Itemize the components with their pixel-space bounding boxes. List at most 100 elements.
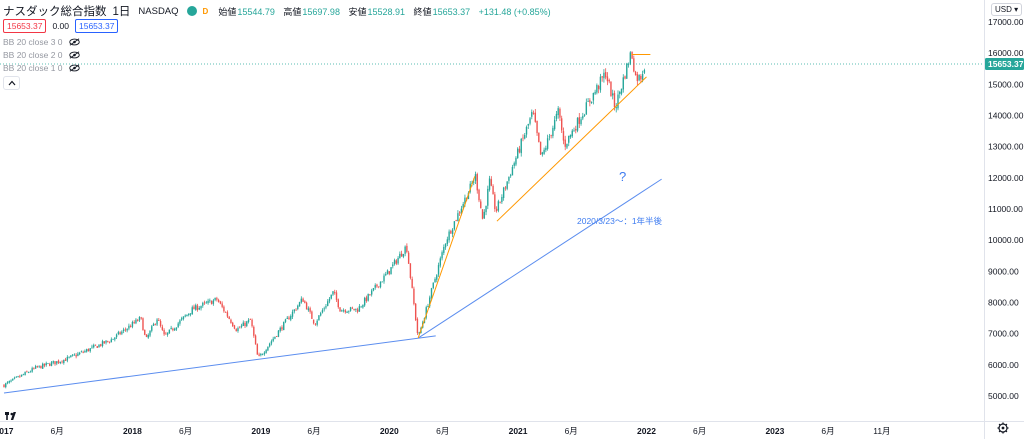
sell-price-button[interactable]: 15653.37 [3, 19, 47, 33]
candle-body [198, 308, 200, 310]
candle-body [274, 336, 276, 339]
x-tick-label: 2017 [0, 426, 14, 436]
candle-body [385, 274, 387, 276]
candle-body [242, 322, 244, 326]
candle-body [582, 116, 584, 119]
candle-body [263, 352, 266, 355]
y-tick-label: 8000.00 [988, 298, 1019, 308]
candle-body [145, 334, 148, 337]
candle-body [200, 306, 202, 309]
y-tick-label: 15000.00 [988, 79, 1024, 89]
candle-body [334, 292, 336, 294]
candle-body [439, 258, 442, 266]
tradingview-logo[interactable] [5, 412, 16, 420]
symbol-interval[interactable]: 1日 [112, 6, 131, 18]
candle-body [91, 346, 93, 348]
indicator-row-1[interactable]: BB 20 close 3 0 [3, 37, 80, 47]
candle-body [604, 72, 607, 78]
candle-body [573, 130, 575, 132]
currency-selector[interactable]: USD ▾ [991, 3, 1023, 16]
candle-body [212, 300, 215, 304]
candle-body [135, 319, 137, 324]
candle-body [631, 51, 633, 59]
candle-body [207, 300, 209, 304]
candle-body [596, 85, 598, 93]
candle-body [425, 307, 427, 318]
candle-body [379, 281, 382, 288]
candle-body [283, 321, 285, 331]
candle-body [444, 243, 447, 248]
date-annotation[interactable]: 2020/3/23〜：1年半後 [577, 216, 663, 226]
candle-body [295, 309, 297, 311]
candle-body [571, 130, 573, 137]
eye-hidden-icon[interactable] [68, 51, 80, 59]
candle-body [128, 325, 130, 329]
eye-hidden-icon[interactable] [68, 64, 80, 72]
candle-body [365, 297, 368, 301]
candle-body [27, 372, 30, 374]
candle-body [634, 71, 637, 76]
buy-price-button[interactable]: 15653.37 [75, 19, 119, 33]
eye-hidden-icon[interactable] [68, 38, 80, 46]
candle-body [622, 77, 624, 90]
candle-body [534, 112, 537, 122]
candle-body [349, 307, 352, 311]
candle-body [57, 360, 60, 363]
candle-body [323, 308, 325, 310]
candle-body [115, 334, 118, 338]
collapse-legend-button[interactable] [3, 76, 20, 90]
candle-body [237, 328, 239, 332]
candle-body [261, 354, 264, 356]
candle-body [590, 101, 593, 103]
y-tick-label: 5000.00 [988, 391, 1019, 401]
y-tick-label: 17000.00 [988, 17, 1024, 27]
candle-body [448, 231, 450, 241]
candle-body [513, 163, 515, 166]
candle-body [388, 271, 390, 274]
candle-body [397, 257, 399, 264]
candle-body [633, 58, 635, 72]
candle-body [494, 194, 496, 210]
candle-body [453, 221, 456, 230]
candle-body [464, 197, 466, 205]
candle-body [629, 52, 632, 64]
candle-body [450, 230, 452, 234]
candle-body [351, 307, 354, 309]
candle-body [163, 330, 165, 335]
candle-body [122, 329, 125, 332]
candle-body [52, 361, 54, 363]
candle-body [149, 330, 151, 336]
long-term-trendline [3, 335, 436, 394]
gear-icon[interactable] [997, 422, 1009, 434]
candle-body [372, 287, 375, 291]
symbol-title[interactable]: ナスダック総合指数 [3, 6, 107, 18]
candle-body [599, 76, 602, 91]
candle-body [348, 310, 350, 312]
y-tick-label: 13000.00 [988, 142, 1024, 152]
candle-body [381, 281, 383, 283]
candle-body [87, 348, 90, 352]
candle-body [378, 286, 380, 288]
x-tick-label: 6月 [821, 426, 834, 436]
y-tick-label: 11000.00 [988, 204, 1023, 214]
candle-body [418, 332, 420, 334]
candle-body [253, 326, 255, 336]
candle-body [502, 187, 505, 198]
candle-body [71, 354, 74, 356]
candle-body [569, 134, 572, 138]
candle-body [210, 300, 213, 305]
candle-body [258, 354, 260, 356]
candle-body [545, 147, 547, 151]
candle-body [332, 291, 334, 295]
candle-body [606, 76, 609, 82]
candle-body [184, 315, 186, 317]
question-annotation[interactable]: ? [619, 169, 626, 184]
candle-body [416, 319, 419, 333]
candle-body [50, 362, 53, 366]
candle-body [180, 318, 183, 320]
candle-body [40, 365, 42, 369]
indicator-row-3[interactable]: BB 20 close 1 0 [3, 63, 80, 73]
candle-body [10, 380, 12, 382]
indicator-row-2[interactable]: BB 20 close 2 0 [3, 50, 80, 60]
